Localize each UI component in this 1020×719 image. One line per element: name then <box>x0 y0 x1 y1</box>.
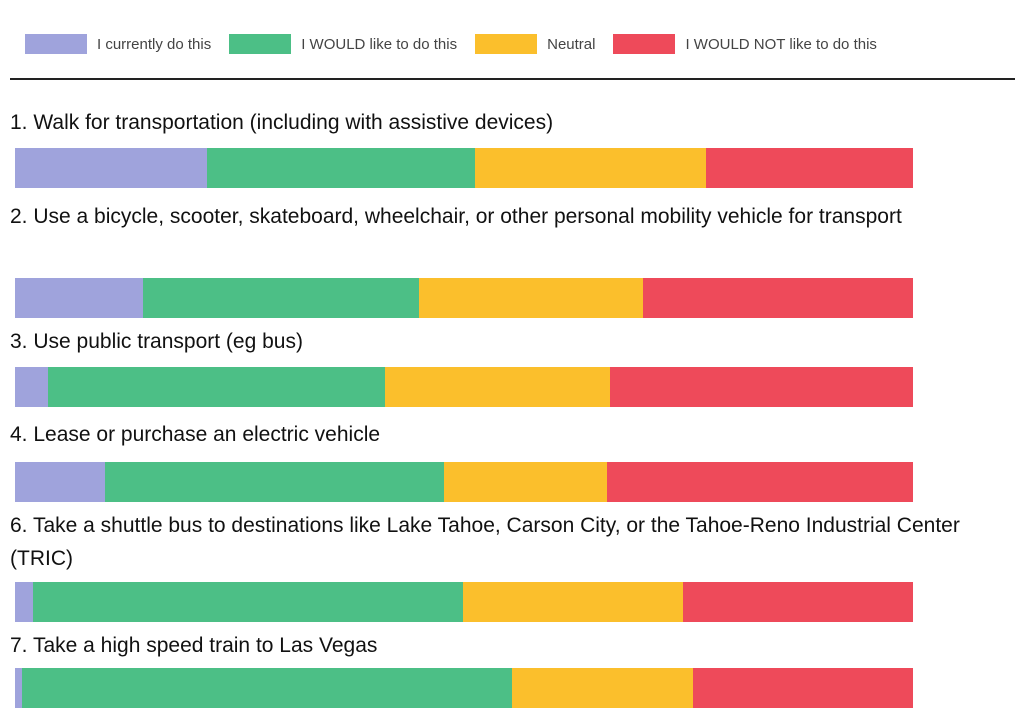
bar-segment <box>606 462 913 502</box>
bar <box>15 148 913 188</box>
question-label: 4. Lease or purchase an electric vehicle <box>10 423 381 446</box>
bar-segment <box>207 148 475 188</box>
bar-segment <box>15 462 105 502</box>
question-label: 2. Use a bicycle, scooter, skateboard, w… <box>10 205 902 228</box>
legend-swatch <box>613 34 676 54</box>
bar-segment <box>444 462 607 502</box>
bar-segment <box>15 582 33 622</box>
legend-label: I currently do this <box>97 35 212 53</box>
bar-segment <box>15 278 144 318</box>
bar <box>15 582 913 622</box>
bar-segment <box>48 367 385 407</box>
legend-item: I currently do this <box>25 34 211 54</box>
bar-segment <box>15 367 49 407</box>
bar-segment <box>32 582 464 622</box>
bar-segment <box>419 278 643 318</box>
legend-item: Neutral <box>475 34 595 54</box>
bar-segment <box>474 148 706 188</box>
question-label: 1. Walk for transportation (including wi… <box>10 111 554 134</box>
bar-segment <box>143 278 420 318</box>
bar <box>15 668 913 708</box>
legend-item: I WOULD like to do this <box>229 34 457 54</box>
question-label: 3. Use public transport (eg bus) <box>10 330 303 353</box>
bar-segment <box>384 367 611 407</box>
question-label: 6. Take a shuttle bus to destinations li… <box>10 514 960 570</box>
legend-label: Neutral <box>547 35 596 53</box>
bar <box>15 278 913 318</box>
question-label: 7. Take a high speed train to Las Vegas <box>10 634 378 657</box>
bar-segment <box>15 668 23 708</box>
bar-segment <box>705 148 913 188</box>
bar-segment <box>15 148 208 188</box>
bar-segment <box>642 278 913 318</box>
legend-label: I WOULD NOT like to do this <box>685 35 877 53</box>
legend-swatch <box>25 34 87 54</box>
legend-swatch <box>229 34 292 54</box>
bar <box>15 462 913 502</box>
bar <box>15 367 913 407</box>
bar-segment <box>610 367 913 407</box>
legend-swatch <box>475 34 538 54</box>
legend: I currently do this I WOULD like to do th… <box>25 34 895 54</box>
bar-segment <box>22 668 513 708</box>
divider <box>10 78 1015 80</box>
bar-segment <box>683 582 913 622</box>
bar-segment <box>104 462 445 502</box>
bar-segment <box>512 668 693 708</box>
bar-segment <box>692 668 913 708</box>
legend-item: I WOULD NOT like to do this <box>613 34 877 54</box>
legend-label: I WOULD like to do this <box>301 35 458 53</box>
bar-segment <box>463 582 684 622</box>
